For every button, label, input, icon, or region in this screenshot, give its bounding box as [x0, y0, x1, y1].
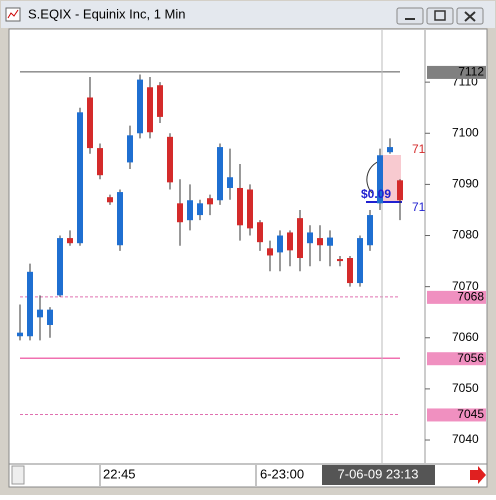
- candle-body: [217, 147, 223, 201]
- candle-body: [237, 187, 243, 226]
- spread-label: $0.09: [361, 187, 391, 201]
- window-icon-glyph: [7, 9, 19, 19]
- candle-body: [167, 136, 173, 183]
- scroll-right-arrow[interactable]: [470, 466, 486, 484]
- candle-body: [157, 85, 163, 117]
- plot-panel: [8, 28, 488, 465]
- price-tag-label: 7056: [457, 351, 484, 365]
- price-tag: [427, 290, 486, 304]
- y-tick-label: 7060: [452, 330, 479, 344]
- cursor-time-label: 7-06-09 23:13: [338, 466, 419, 481]
- y-tick-label: 7040: [452, 432, 479, 446]
- candle-body: [27, 271, 33, 337]
- price-tag: [427, 408, 486, 422]
- x-tick-label: 22:45: [103, 466, 136, 481]
- candle-body: [57, 238, 63, 296]
- candle-body: [177, 203, 183, 223]
- candle-body: [347, 258, 353, 284]
- window-title: S.EQIX - Equinix Inc, 1 Min: [28, 6, 186, 21]
- candle-body: [47, 309, 53, 325]
- candle-body: [357, 238, 363, 284]
- candle-body: [117, 192, 123, 246]
- candle-body: [287, 232, 293, 251]
- y-tick-label: 7080: [452, 228, 479, 242]
- candle-body: [327, 237, 333, 246]
- candle-body: [377, 155, 383, 204]
- price-tag-label: 7112: [458, 65, 484, 79]
- candle-body: [107, 197, 113, 203]
- candle-body: [277, 235, 283, 253]
- candle-body: [77, 112, 83, 244]
- candle-body: [37, 309, 43, 318]
- candle-body: [297, 218, 303, 259]
- candle-body: [397, 180, 403, 201]
- maximize-button[interactable]: [426, 7, 454, 25]
- minimize-button[interactable]: [396, 7, 424, 25]
- candle-body: [87, 97, 93, 149]
- y-tick-label: 7090: [452, 177, 479, 191]
- candle-body: [67, 238, 73, 244]
- candle-body: [247, 189, 253, 229]
- candle-body: [147, 87, 153, 133]
- price-tag: [427, 352, 486, 366]
- candle-body: [307, 232, 313, 244]
- candle-body: [317, 238, 323, 246]
- candle-body: [197, 203, 203, 216]
- candle-body: [257, 222, 263, 243]
- candle-body: [17, 332, 23, 337]
- close-glyph: [464, 11, 476, 22]
- cursor-time-box: [322, 465, 435, 485]
- price-tag: [427, 65, 486, 79]
- price-tag-label: 7068: [457, 290, 484, 304]
- candle-body: [187, 200, 193, 221]
- candle-body: [97, 148, 103, 176]
- ask-label: 71: [412, 142, 426, 156]
- bid-label: 71: [412, 200, 426, 214]
- candle-body: [207, 198, 213, 205]
- candle-body: [137, 79, 143, 134]
- x-tick-label: 6-23:00: [260, 466, 304, 481]
- y-tick-label: 7100: [452, 125, 479, 139]
- candle-body: [387, 147, 393, 153]
- y-tick-label: 7070: [452, 279, 479, 293]
- candle-body: [267, 248, 273, 256]
- candle-body: [227, 177, 233, 188]
- scroll-thumb[interactable]: [11, 465, 25, 485]
- order-box: [383, 155, 401, 203]
- candle-body: [367, 215, 373, 246]
- price-tag-label: 7045: [457, 407, 484, 421]
- candle-body: [337, 259, 343, 262]
- y-tick-label: 7050: [452, 381, 479, 395]
- candle-body: [127, 135, 133, 163]
- maximize-glyph: [434, 10, 446, 21]
